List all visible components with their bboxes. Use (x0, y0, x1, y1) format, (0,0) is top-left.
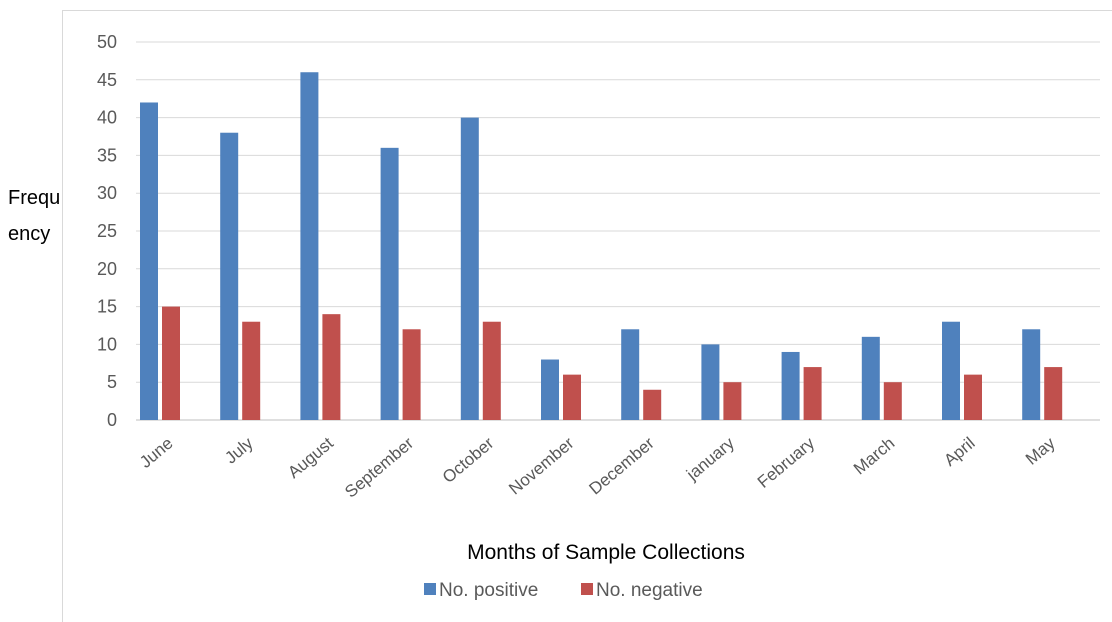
y-tick-label: 0 (107, 410, 117, 430)
bar-negative (643, 389, 662, 420)
bar-positive (781, 351, 800, 420)
bar-positive (621, 329, 640, 420)
legend-label: No. positive (439, 580, 538, 601)
y-tick-label: 45 (97, 70, 117, 90)
y-tick-label: 15 (97, 297, 117, 317)
x-axis-title: Months of Sample Collections (467, 541, 745, 564)
y-tick-label: 40 (97, 108, 117, 128)
legend-swatch (581, 583, 593, 595)
y-tick-label: 30 (97, 183, 117, 203)
bar-positive (300, 72, 319, 421)
bar-negative (964, 374, 982, 420)
legend-swatch (424, 583, 436, 595)
bar-positive (140, 102, 158, 420)
bar-negative (402, 329, 421, 420)
x-tick-label: October (439, 433, 498, 487)
y-tick-label: 20 (97, 259, 117, 279)
y-tick-label: 25 (97, 221, 117, 241)
x-tick-label: July (221, 433, 257, 467)
bar-positive (380, 147, 399, 420)
bar-positive (861, 336, 880, 420)
bar-positive (541, 359, 559, 420)
x-tick-label: March (850, 434, 898, 479)
bar-negative (482, 321, 501, 420)
x-axis-ticks: June July August September October November De… (136, 433, 1059, 501)
x-tick-label: May (1022, 433, 1059, 469)
bar-negative (883, 382, 902, 420)
bar-positive (1022, 329, 1041, 420)
bar-positive (220, 132, 239, 420)
bar-negative (242, 321, 261, 420)
y-axis-title: Frequency (8, 187, 61, 245)
bar-negative (322, 314, 341, 420)
y-tick-label: 5 (107, 372, 117, 392)
bar-negative (1044, 367, 1063, 420)
bar-negative (162, 306, 180, 420)
gridlines (136, 41, 1100, 421)
bar-negative (723, 382, 742, 420)
bar-positive (942, 321, 960, 420)
x-tick-label: June (136, 434, 176, 472)
bars (140, 72, 1063, 421)
y-tick-label: 50 (97, 32, 117, 52)
legend: No. positive No. negative (424, 580, 703, 601)
bar-positive (701, 344, 720, 420)
x-tick-label: September (341, 433, 417, 501)
chart-frame (62, 10, 1112, 622)
bar-negative (563, 374, 581, 420)
x-tick-label: April (940, 434, 978, 470)
x-tick-label: November (505, 433, 578, 498)
bar-negative (803, 367, 822, 420)
y-tick-label: 35 (97, 145, 117, 165)
x-tick-label: August (284, 433, 337, 482)
x-tick-label: january (682, 433, 738, 484)
legend-label: No. negative (596, 580, 703, 601)
x-tick-label: December (585, 433, 658, 498)
y-axis-ticks: 0 5 10 15 20 25 30 35 40 45 50 (97, 32, 117, 430)
bar-positive (460, 117, 479, 420)
x-tick-label: February (754, 433, 819, 492)
y-tick-label: 10 (97, 334, 117, 354)
